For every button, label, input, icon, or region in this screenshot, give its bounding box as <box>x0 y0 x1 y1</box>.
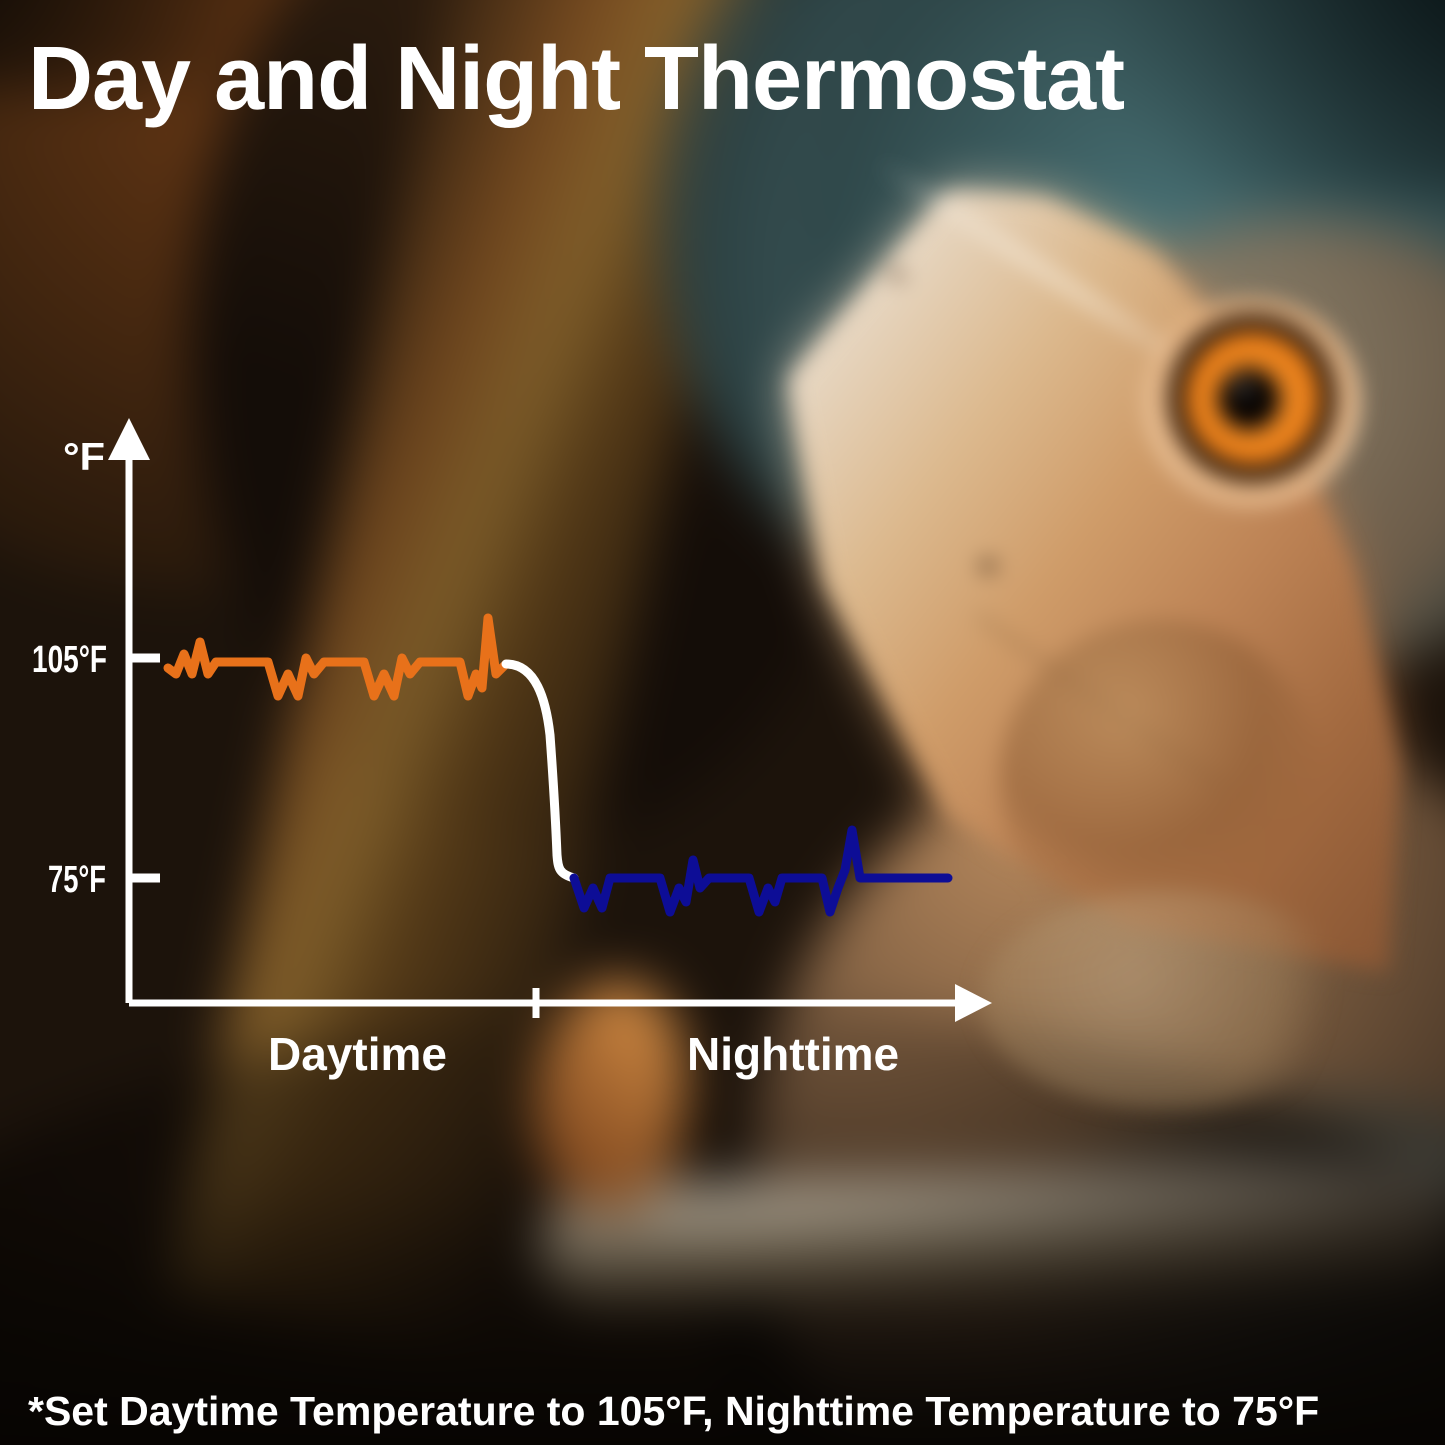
svg-text:75°F: 75°F <box>48 859 106 901</box>
svg-text:Daytime: Daytime <box>268 1028 447 1080</box>
svg-text:105°F: 105°F <box>32 639 107 681</box>
svg-text:°F: °F <box>63 436 105 479</box>
svg-text:Nighttime: Nighttime <box>687 1028 899 1080</box>
